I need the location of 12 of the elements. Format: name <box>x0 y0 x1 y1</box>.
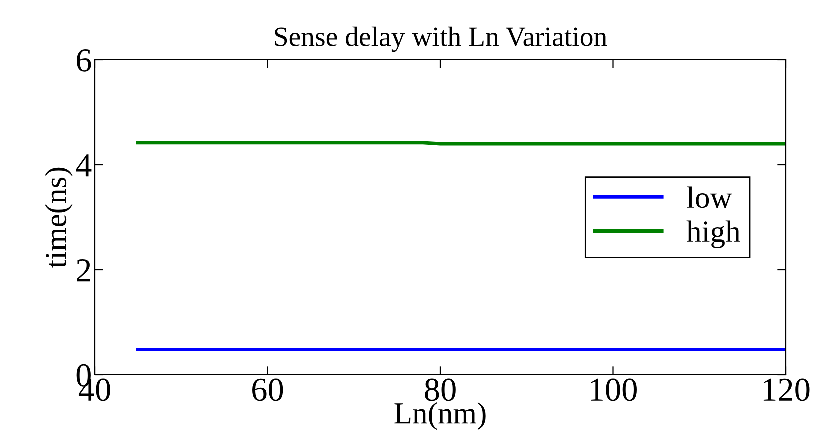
y-tick-label: 4 <box>76 154 92 177</box>
x-tick-label: 60 <box>252 378 284 402</box>
y-tick-label: 2 <box>77 259 90 282</box>
legend-label: high <box>686 220 740 248</box>
x-axis-title: Ln(nm) <box>394 402 486 430</box>
x-tick-label: 120 <box>764 378 810 402</box>
x-tick-label: 80 <box>425 378 456 402</box>
x-tick-label: 100 <box>591 378 637 402</box>
y-tick-label: 6 <box>76 49 92 72</box>
y-axis-title: time(ns) <box>45 168 73 268</box>
chart-title: Sense delay with Ln Variation <box>275 26 608 52</box>
legend-label: low <box>687 186 732 208</box>
